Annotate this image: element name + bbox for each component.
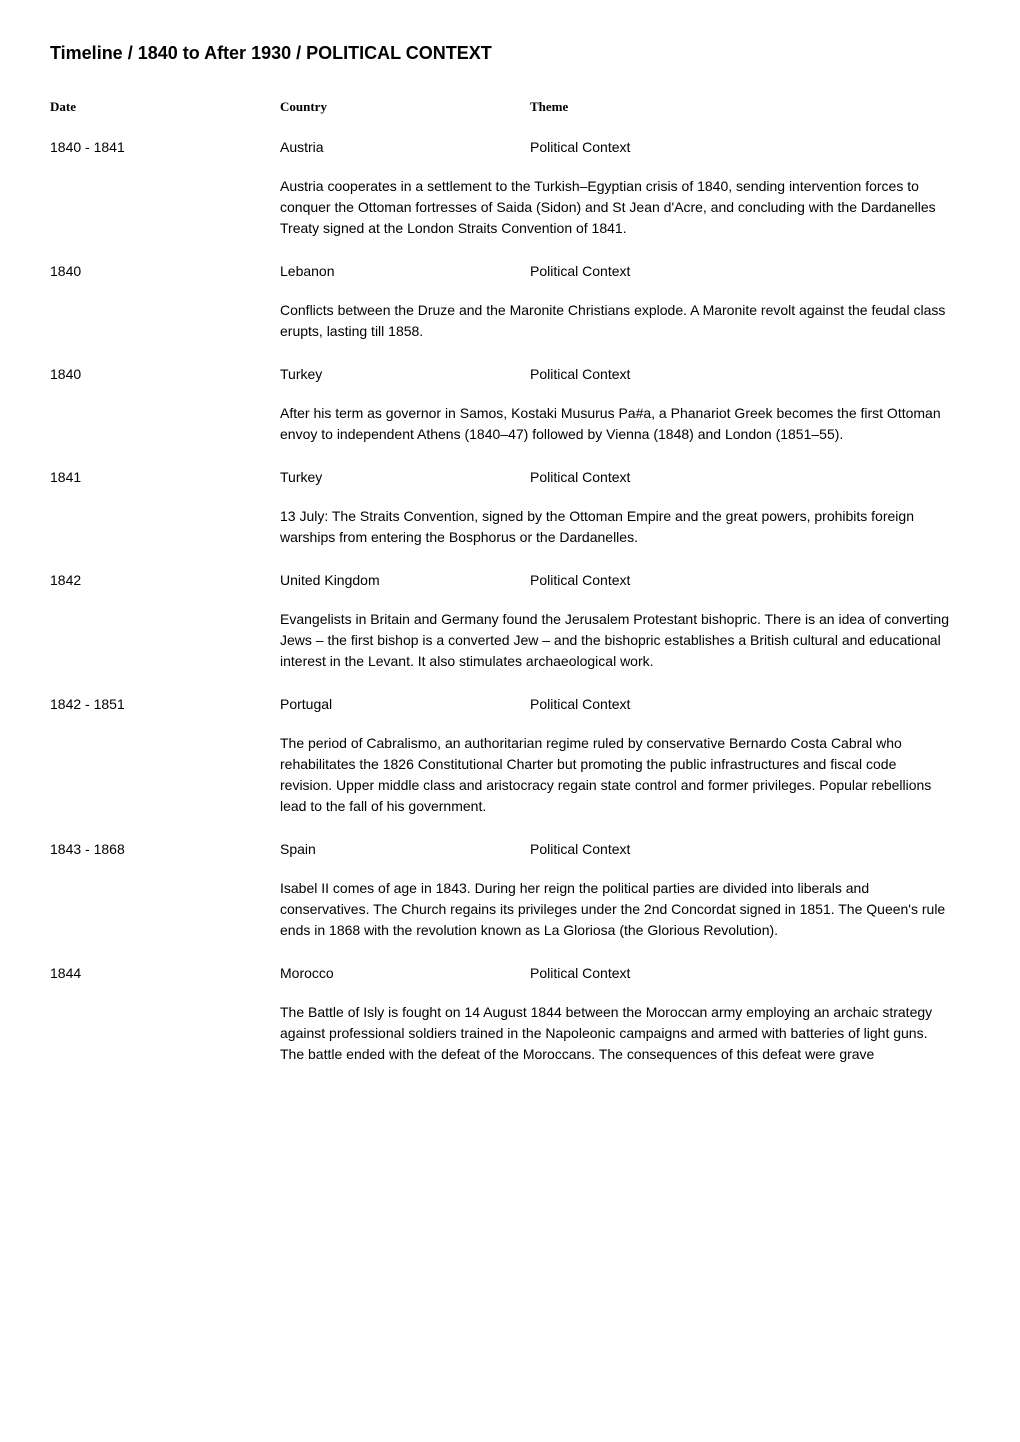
timeline-row: 1840LebanonPolitical Context bbox=[50, 261, 970, 282]
date-cell: 1840 bbox=[50, 364, 280, 385]
description-text: Conflicts between the Druze and the Maro… bbox=[280, 300, 970, 342]
timeline-row: 1842United KingdomPolitical Context bbox=[50, 570, 970, 591]
country-cell: United Kingdom bbox=[280, 570, 530, 591]
date-cell: 1842 - 1851 bbox=[50, 694, 280, 715]
theme-cell: Political Context bbox=[530, 467, 970, 488]
description-spacer bbox=[50, 609, 280, 672]
description-spacer bbox=[50, 878, 280, 941]
country-cell: Spain bbox=[280, 839, 530, 860]
description-row: Austria cooperates in a settlement to th… bbox=[50, 176, 970, 239]
theme-cell: Political Context bbox=[530, 137, 970, 158]
description-row: After his term as governor in Samos, Kos… bbox=[50, 403, 970, 445]
description-text: The period of Cabralismo, an authoritari… bbox=[280, 733, 970, 817]
theme-cell: Political Context bbox=[530, 694, 970, 715]
description-spacer bbox=[50, 506, 280, 548]
date-cell: 1840 bbox=[50, 261, 280, 282]
country-cell: Morocco bbox=[280, 963, 530, 984]
theme-cell: Political Context bbox=[530, 963, 970, 984]
theme-cell: Political Context bbox=[530, 261, 970, 282]
theme-cell: Political Context bbox=[530, 839, 970, 860]
description-spacer bbox=[50, 403, 280, 445]
timeline-row: 1840 - 1841AustriaPolitical Context bbox=[50, 137, 970, 158]
date-cell: 1842 bbox=[50, 570, 280, 591]
description-row: Conflicts between the Druze and the Maro… bbox=[50, 300, 970, 342]
description-text: 13 July: The Straits Convention, signed … bbox=[280, 506, 970, 548]
description-text: Austria cooperates in a settlement to th… bbox=[280, 176, 970, 239]
description-spacer bbox=[50, 1002, 280, 1065]
timeline-row: 1841TurkeyPolitical Context bbox=[50, 467, 970, 488]
theme-cell: Political Context bbox=[530, 570, 970, 591]
timeline-row: 1843 - 1868SpainPolitical Context bbox=[50, 839, 970, 860]
page-title: Timeline / 1840 to After 1930 / POLITICA… bbox=[50, 40, 970, 67]
description-spacer bbox=[50, 176, 280, 239]
description-row: The Battle of Isly is fought on 14 Augus… bbox=[50, 1002, 970, 1065]
header-country: Country bbox=[280, 97, 530, 117]
date-cell: 1841 bbox=[50, 467, 280, 488]
header-date: Date bbox=[50, 97, 280, 117]
timeline-row: 1842 - 1851PortugalPolitical Context bbox=[50, 694, 970, 715]
description-text: Isabel II comes of age in 1843. During h… bbox=[280, 878, 970, 941]
description-text: The Battle of Isly is fought on 14 Augus… bbox=[280, 1002, 970, 1065]
country-cell: Portugal bbox=[280, 694, 530, 715]
description-text: After his term as governor in Samos, Kos… bbox=[280, 403, 970, 445]
date-cell: 1843 - 1868 bbox=[50, 839, 280, 860]
header-theme: Theme bbox=[530, 97, 970, 117]
description-text: Evangelists in Britain and Germany found… bbox=[280, 609, 970, 672]
description-row: Isabel II comes of age in 1843. During h… bbox=[50, 878, 970, 941]
date-cell: 1840 - 1841 bbox=[50, 137, 280, 158]
description-row: 13 July: The Straits Convention, signed … bbox=[50, 506, 970, 548]
country-cell: Austria bbox=[280, 137, 530, 158]
country-cell: Turkey bbox=[280, 467, 530, 488]
date-cell: 1844 bbox=[50, 963, 280, 984]
timeline-row: 1844MoroccoPolitical Context bbox=[50, 963, 970, 984]
country-cell: Turkey bbox=[280, 364, 530, 385]
description-row: Evangelists in Britain and Germany found… bbox=[50, 609, 970, 672]
timeline-row: 1840TurkeyPolitical Context bbox=[50, 364, 970, 385]
description-spacer bbox=[50, 733, 280, 817]
country-cell: Lebanon bbox=[280, 261, 530, 282]
table-header-row: Date Country Theme bbox=[50, 97, 970, 117]
description-spacer bbox=[50, 300, 280, 342]
theme-cell: Political Context bbox=[530, 364, 970, 385]
description-row: The period of Cabralismo, an authoritari… bbox=[50, 733, 970, 817]
